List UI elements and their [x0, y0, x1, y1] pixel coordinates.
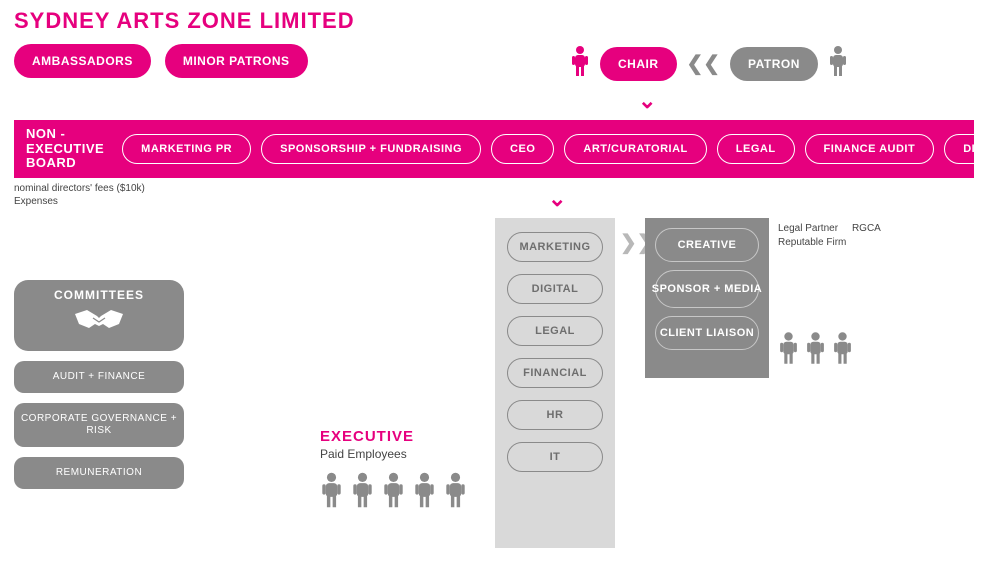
agency-notes: Legal Partner RGCA Reputable Firm: [778, 222, 881, 250]
chevron-down-board-icon: ⌄: [548, 186, 566, 212]
executive-people: [320, 470, 467, 515]
ambassadors-pill: AMBASSADORS: [14, 44, 151, 78]
chevron-down-chair-icon: ⌄: [638, 88, 656, 114]
agency-note-1b: RGCA: [852, 223, 881, 234]
committees-box: COMMITTEES AUDIT + FINANCE CORPORATE GOV…: [14, 280, 184, 489]
patron-person-icon: [828, 44, 848, 83]
executive-label: EXECUTIVE Paid Employees: [320, 428, 414, 461]
person-icon: [778, 330, 799, 371]
agency-column: CREATIVE SPONSOR + MEDIA CLIENT LIAISON: [645, 218, 769, 378]
chevrons-left-icon: ❮❮: [687, 51, 721, 76]
exec-marketing: MARKETING: [507, 232, 603, 262]
person-icon: [805, 330, 826, 371]
executive-sub: Paid Employees: [320, 447, 414, 461]
executive-title: EXECUTIVE: [320, 428, 414, 445]
handshake-icon: [69, 321, 129, 338]
person-icon: [444, 470, 467, 515]
exec-financial: FINANCIAL: [507, 358, 603, 388]
chair-area: CHAIR ❮❮ PATRON: [570, 44, 848, 83]
person-icon: [382, 470, 405, 515]
chair-person-icon: [570, 44, 590, 83]
person-icon: [413, 470, 436, 515]
agency-sponsor-media: SPONSOR + MEDIA: [655, 270, 759, 308]
top-tags: AMBASSADORS MINOR PATRONS: [14, 44, 308, 78]
exec-hr: HR: [507, 400, 603, 430]
exec-column: MARKETING DIGITAL LEGAL FINANCIAL HR IT: [495, 218, 615, 548]
board-item-sponsorship: SPONSORSHIP + FUNDRAISING: [261, 134, 481, 164]
board-note-line2: Expenses: [14, 196, 58, 207]
patron-pill: PATRON: [730, 47, 818, 81]
board-bar: NON - EXECUTIVE BOARD MARKETING PR SPONS…: [14, 120, 974, 178]
committee-governance-risk: CORPORATE GOVERNANCE + RISK: [14, 403, 184, 447]
board-item-ceo: CEO: [491, 134, 554, 164]
agency-client-liaison: CLIENT LIAISON: [655, 316, 759, 350]
board-item-legal: LEGAL: [717, 134, 795, 164]
board-item-finance-audit: FINANCE AUDIT: [805, 134, 935, 164]
person-icon: [351, 470, 374, 515]
committees-header-text: COMMITTEES: [14, 288, 184, 302]
committee-audit-finance: AUDIT + FINANCE: [14, 361, 184, 393]
board-label-line1: NON - EXECUTIVE: [26, 126, 104, 156]
board-item-art: ART/CURATORIAL: [564, 134, 706, 164]
board-item-digital: DIGITAL: [944, 134, 991, 164]
board-label: NON - EXECUTIVE BOARD: [26, 127, 104, 172]
org-title: SYDNEY ARTS ZONE LIMITED: [14, 8, 355, 34]
agency-creative: CREATIVE: [655, 228, 759, 262]
person-icon: [320, 470, 343, 515]
committees-header: COMMITTEES: [14, 280, 184, 351]
agency-people: [778, 330, 853, 371]
exec-digital: DIGITAL: [507, 274, 603, 304]
minor-patrons-pill: MINOR PATRONS: [165, 44, 308, 78]
board-label-line2: BOARD: [26, 155, 76, 170]
agency-note-1a: Legal Partner: [778, 223, 838, 234]
committee-remuneration: REMUNERATION: [14, 457, 184, 489]
person-icon: [832, 330, 853, 371]
board-item-marketing-pr: MARKETING PR: [122, 134, 251, 164]
chair-pill: CHAIR: [600, 47, 677, 81]
board-note-line1: nominal directors' fees ($10k): [14, 183, 145, 194]
agency-note-2: Reputable Firm: [778, 237, 846, 248]
exec-legal: LEGAL: [507, 316, 603, 346]
exec-it: IT: [507, 442, 603, 472]
board-note: nominal directors' fees ($10k) Expenses: [14, 182, 145, 208]
